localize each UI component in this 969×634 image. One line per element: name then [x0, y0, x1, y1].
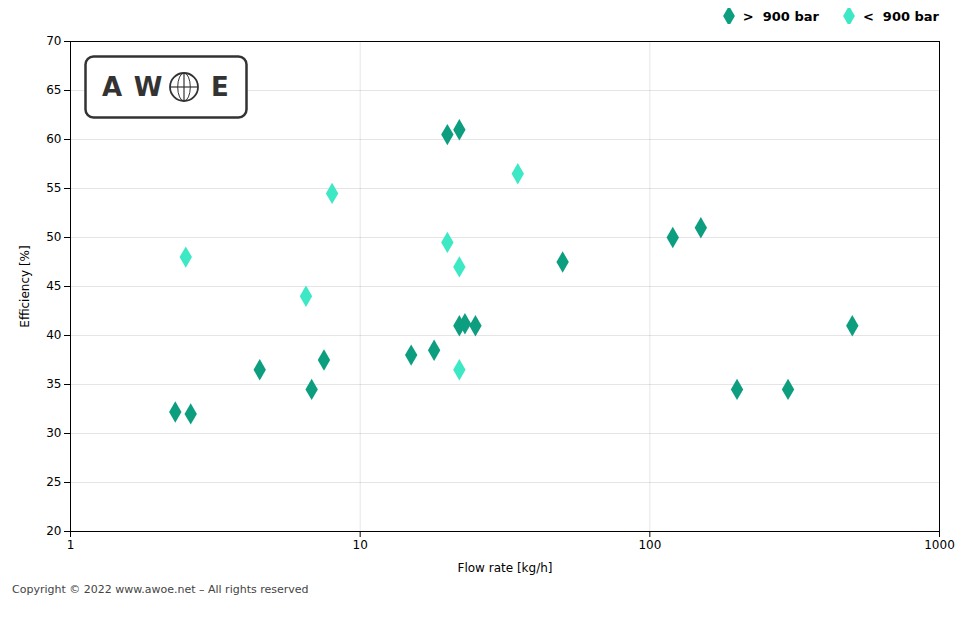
svg-text:50: 50 [46, 230, 61, 244]
svg-text:45: 45 [46, 279, 61, 293]
svg-text:Flow rate [kg/h]: Flow rate [kg/h] [458, 561, 553, 575]
svg-text:1: 1 [67, 538, 75, 552]
svg-text:E: E [211, 72, 229, 102]
svg-text:55: 55 [46, 181, 61, 195]
svg-text:W: W [134, 72, 163, 102]
svg-text:40: 40 [46, 328, 61, 342]
svg-text:70: 70 [46, 34, 61, 48]
html-text:> 900 bar: > 900 bar [742, 8, 819, 24]
svg-text:25: 25 [46, 475, 61, 489]
html-text:< 900 bar: < 900 bar [862, 8, 939, 24]
svg-text:30: 30 [46, 426, 61, 440]
html-text:Copyright © 2022 www.awoe.net: Copyright © 2022 www.awoe.net – All righ… [12, 583, 309, 596]
svg-text:35: 35 [46, 377, 61, 391]
svg-text:1000: 1000 [924, 538, 955, 552]
svg-text:A: A [102, 72, 122, 102]
svg-text:60: 60 [46, 132, 61, 146]
svg-text:100: 100 [638, 538, 661, 552]
svg-text:20: 20 [46, 524, 61, 538]
svg-text:Efficiency [%]: Efficiency [%] [18, 245, 32, 327]
svg-text:10: 10 [353, 538, 368, 552]
svg-text:65: 65 [46, 83, 61, 97]
